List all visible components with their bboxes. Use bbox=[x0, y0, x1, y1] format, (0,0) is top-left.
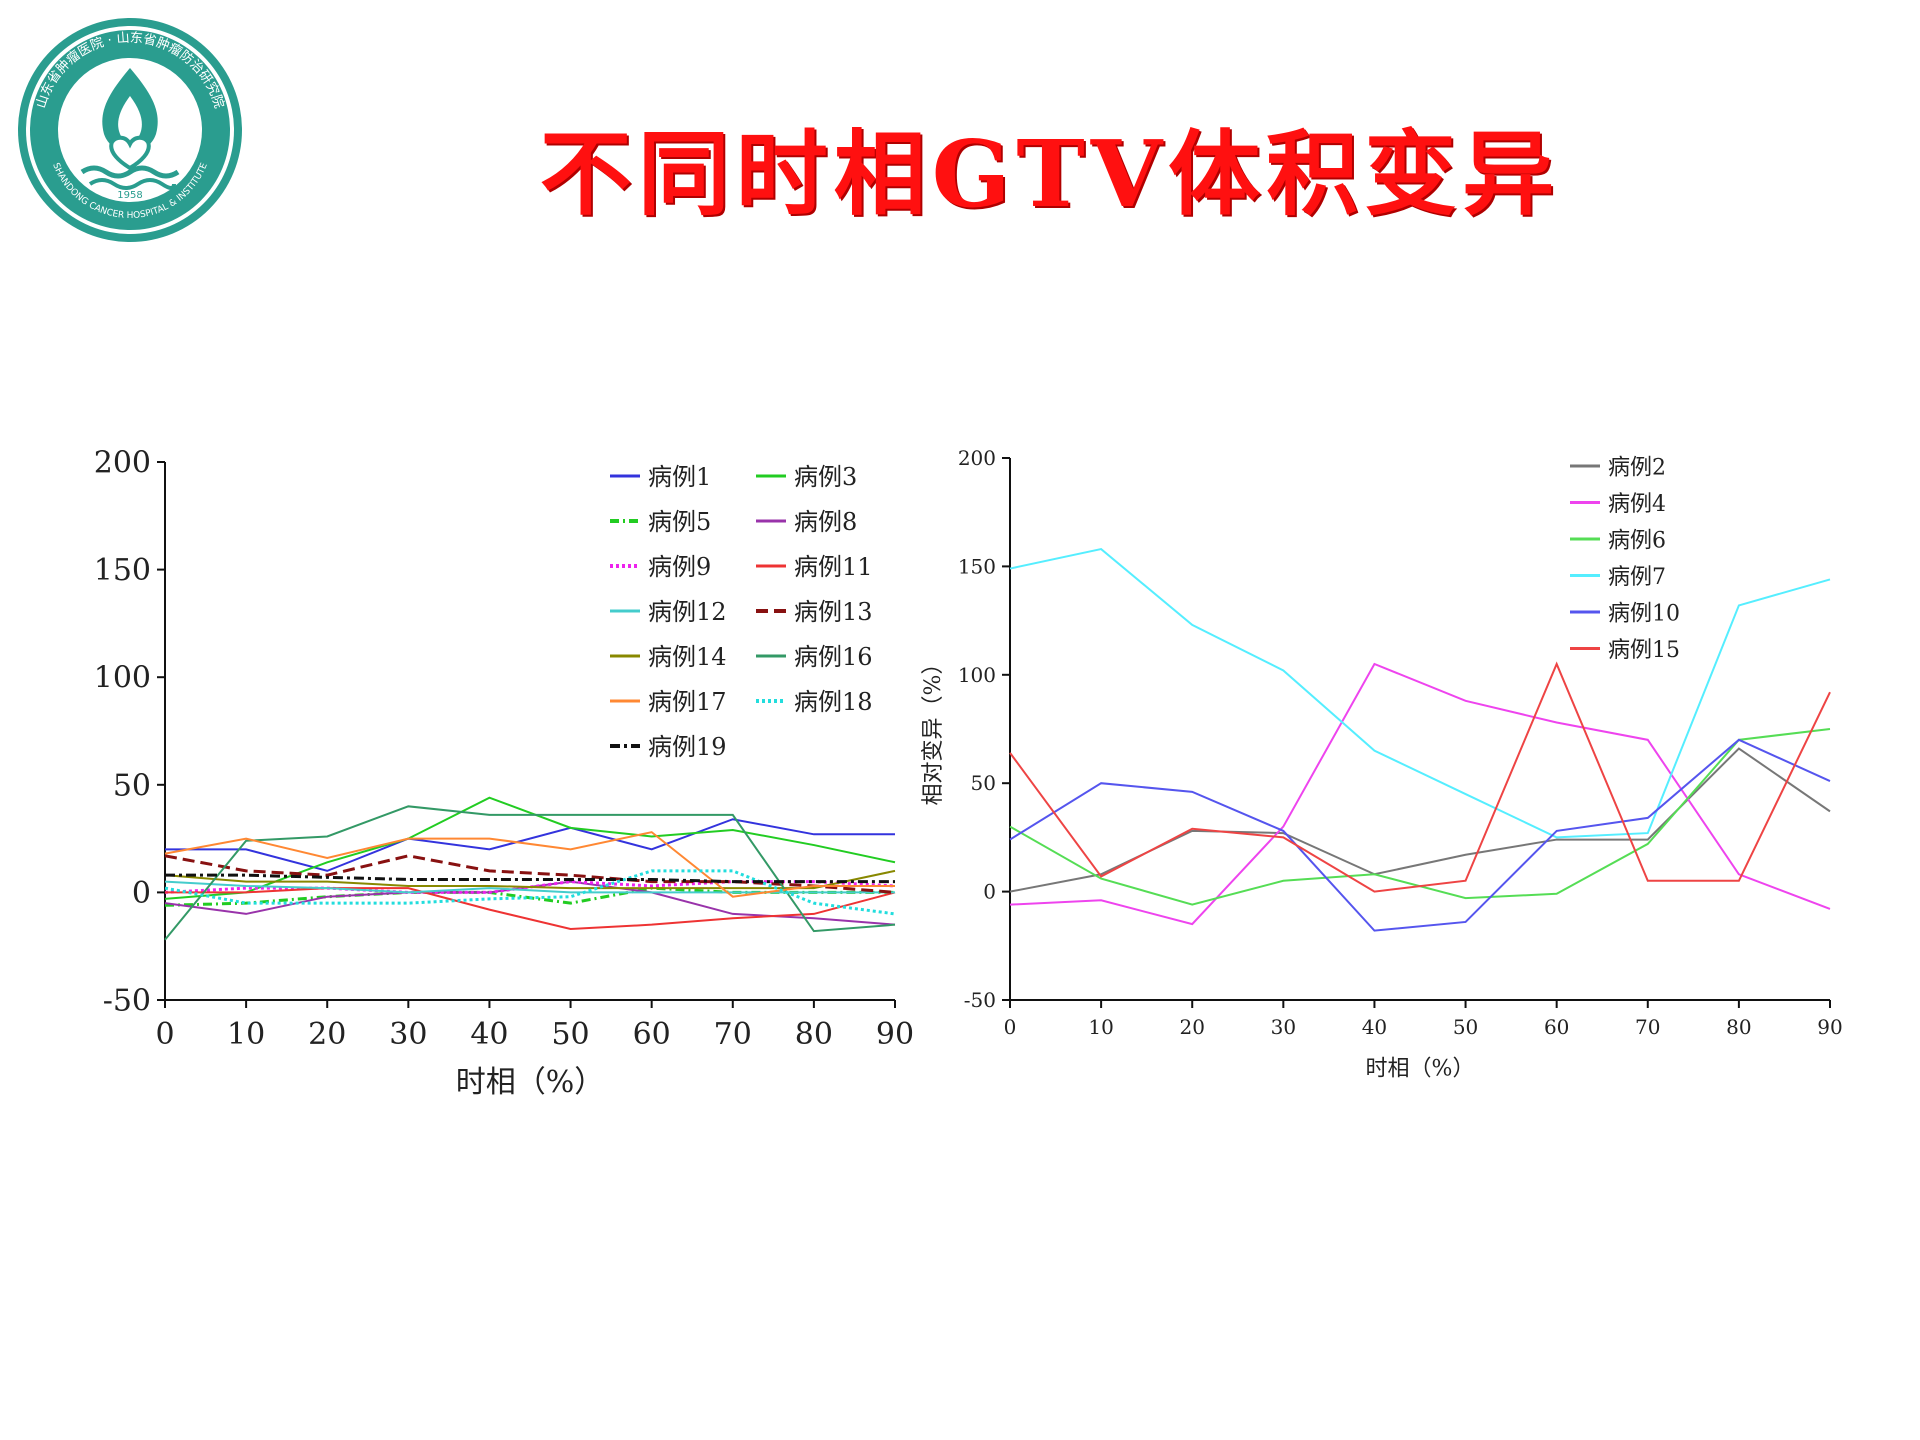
y-tick-label: 100 bbox=[94, 661, 151, 696]
x-tick-label: 30 bbox=[389, 1017, 427, 1052]
y-tick-label: 0 bbox=[983, 880, 996, 904]
legend-label: 病例6 bbox=[1608, 528, 1666, 553]
y-axis-label: 相对变异（%） bbox=[921, 653, 946, 806]
y-tick-label: 200 bbox=[958, 446, 996, 470]
series-line-病例7 bbox=[1009, 547, 1831, 839]
chart-left: -50 0 50 100 150 200 0 10 20 30 40 50 60 70 80 90 时相（%）病… bbox=[60, 420, 930, 1130]
legend-label: 病例15 bbox=[1608, 638, 1680, 663]
series-line-病例14 bbox=[164, 869, 896, 890]
x-tick-label: 50 bbox=[551, 1017, 589, 1052]
legend-label: 病例2 bbox=[1608, 455, 1666, 480]
series-line-病例3 bbox=[164, 796, 896, 900]
series-line-病例9 bbox=[164, 880, 896, 894]
chart-right: -50 0 50 100 150 200 0 10 20 30 40 50 60 70 80 90 时相（%） 相… bbox=[910, 420, 1910, 1130]
series-line-病例18 bbox=[164, 869, 896, 916]
legend-label: 病例17 bbox=[648, 688, 727, 716]
x-tick-label: 50 bbox=[1453, 1015, 1478, 1039]
legend-label: 病例4 bbox=[1608, 492, 1666, 517]
legend-label: 病例18 bbox=[794, 688, 873, 716]
legend-label: 病例12 bbox=[648, 598, 727, 626]
y-tick-label: -50 bbox=[964, 988, 996, 1012]
legend-label: 病例13 bbox=[794, 598, 873, 626]
hospital-logo: 山东省肿瘤医院 · 山东省肿瘤防治研究院 SHANDONG CANCER HOS… bbox=[12, 12, 248, 248]
x-axis-label: 时相（%） bbox=[1366, 1057, 1475, 1082]
x-tick-label: 40 bbox=[470, 1017, 508, 1052]
x-tick-label: 0 bbox=[155, 1017, 174, 1052]
legend-label: 病例3 bbox=[794, 463, 857, 491]
x-tick-label: 80 bbox=[1726, 1015, 1751, 1039]
series-line-病例17 bbox=[164, 831, 895, 898]
y-tick-label: 100 bbox=[958, 663, 996, 687]
series-line-病例11 bbox=[165, 887, 896, 930]
x-tick-label: 0 bbox=[1004, 1015, 1017, 1039]
legend-label: 病例7 bbox=[1608, 565, 1666, 590]
x-tick-label: 60 bbox=[1544, 1015, 1569, 1039]
y-tick-label: -50 bbox=[103, 984, 151, 1019]
series-line-病例13 bbox=[164, 854, 896, 894]
legend-label: 病例8 bbox=[794, 508, 857, 536]
series-line-病例12 bbox=[164, 880, 895, 894]
y-tick-label: 0 bbox=[132, 876, 151, 911]
x-tick-label: 70 bbox=[1635, 1015, 1660, 1039]
page-title: 不同时相GTV体积变异 bbox=[539, 120, 1561, 228]
legend-label: 病例14 bbox=[648, 643, 727, 671]
x-tick-label: 60 bbox=[633, 1017, 671, 1052]
x-tick-label: 10 bbox=[227, 1017, 265, 1052]
x-tick-label: 90 bbox=[876, 1017, 914, 1052]
y-tick-label: 150 bbox=[94, 553, 151, 588]
y-tick-label: 150 bbox=[958, 554, 996, 578]
legend-label: 病例11 bbox=[794, 553, 873, 581]
series-line-病例15 bbox=[1009, 661, 1831, 893]
series-line-病例19 bbox=[165, 873, 895, 884]
x-tick-label: 10 bbox=[1088, 1015, 1113, 1039]
x-tick-label: 30 bbox=[1271, 1015, 1296, 1039]
series-line-病例1 bbox=[165, 818, 895, 872]
series-line-病例2 bbox=[1009, 747, 1831, 893]
y-tick-label: 200 bbox=[94, 446, 151, 481]
x-tick-label: 90 bbox=[1817, 1015, 1842, 1039]
x-tick-label: 20 bbox=[308, 1017, 346, 1052]
legend-label: 病例19 bbox=[648, 733, 727, 761]
legend-label: 病例1 bbox=[648, 463, 711, 491]
series-line-病例10 bbox=[1009, 738, 1831, 932]
legend-label: 病例9 bbox=[648, 553, 711, 581]
hospital-emblem-icon: 山东省肿瘤医院 · 山东省肿瘤防治研究院 SHANDONG CANCER HOS… bbox=[18, 18, 242, 242]
x-tick-label: 20 bbox=[1179, 1015, 1204, 1039]
x-tick-label: 70 bbox=[714, 1017, 752, 1052]
y-tick-label: 50 bbox=[971, 771, 996, 795]
legend-label: 病例10 bbox=[1608, 601, 1680, 626]
x-tick-label: 40 bbox=[1362, 1015, 1387, 1039]
series-line-病例4 bbox=[1009, 662, 1831, 926]
x-tick-label: 80 bbox=[795, 1017, 833, 1052]
legend-label: 病例16 bbox=[794, 643, 873, 671]
x-axis-label: 时相（%） bbox=[456, 1065, 605, 1100]
logo-year: 1958 bbox=[117, 190, 142, 201]
legend-label: 病例5 bbox=[648, 508, 711, 536]
line-chart-right: -50 0 50 100 150 200 0 10 20 30 40 50 60 70 80 90 时相（%） 相… bbox=[921, 446, 1843, 1082]
series-line-病例16 bbox=[164, 805, 896, 941]
y-tick-label: 50 bbox=[113, 768, 151, 803]
series-line-病例6 bbox=[1009, 728, 1831, 906]
